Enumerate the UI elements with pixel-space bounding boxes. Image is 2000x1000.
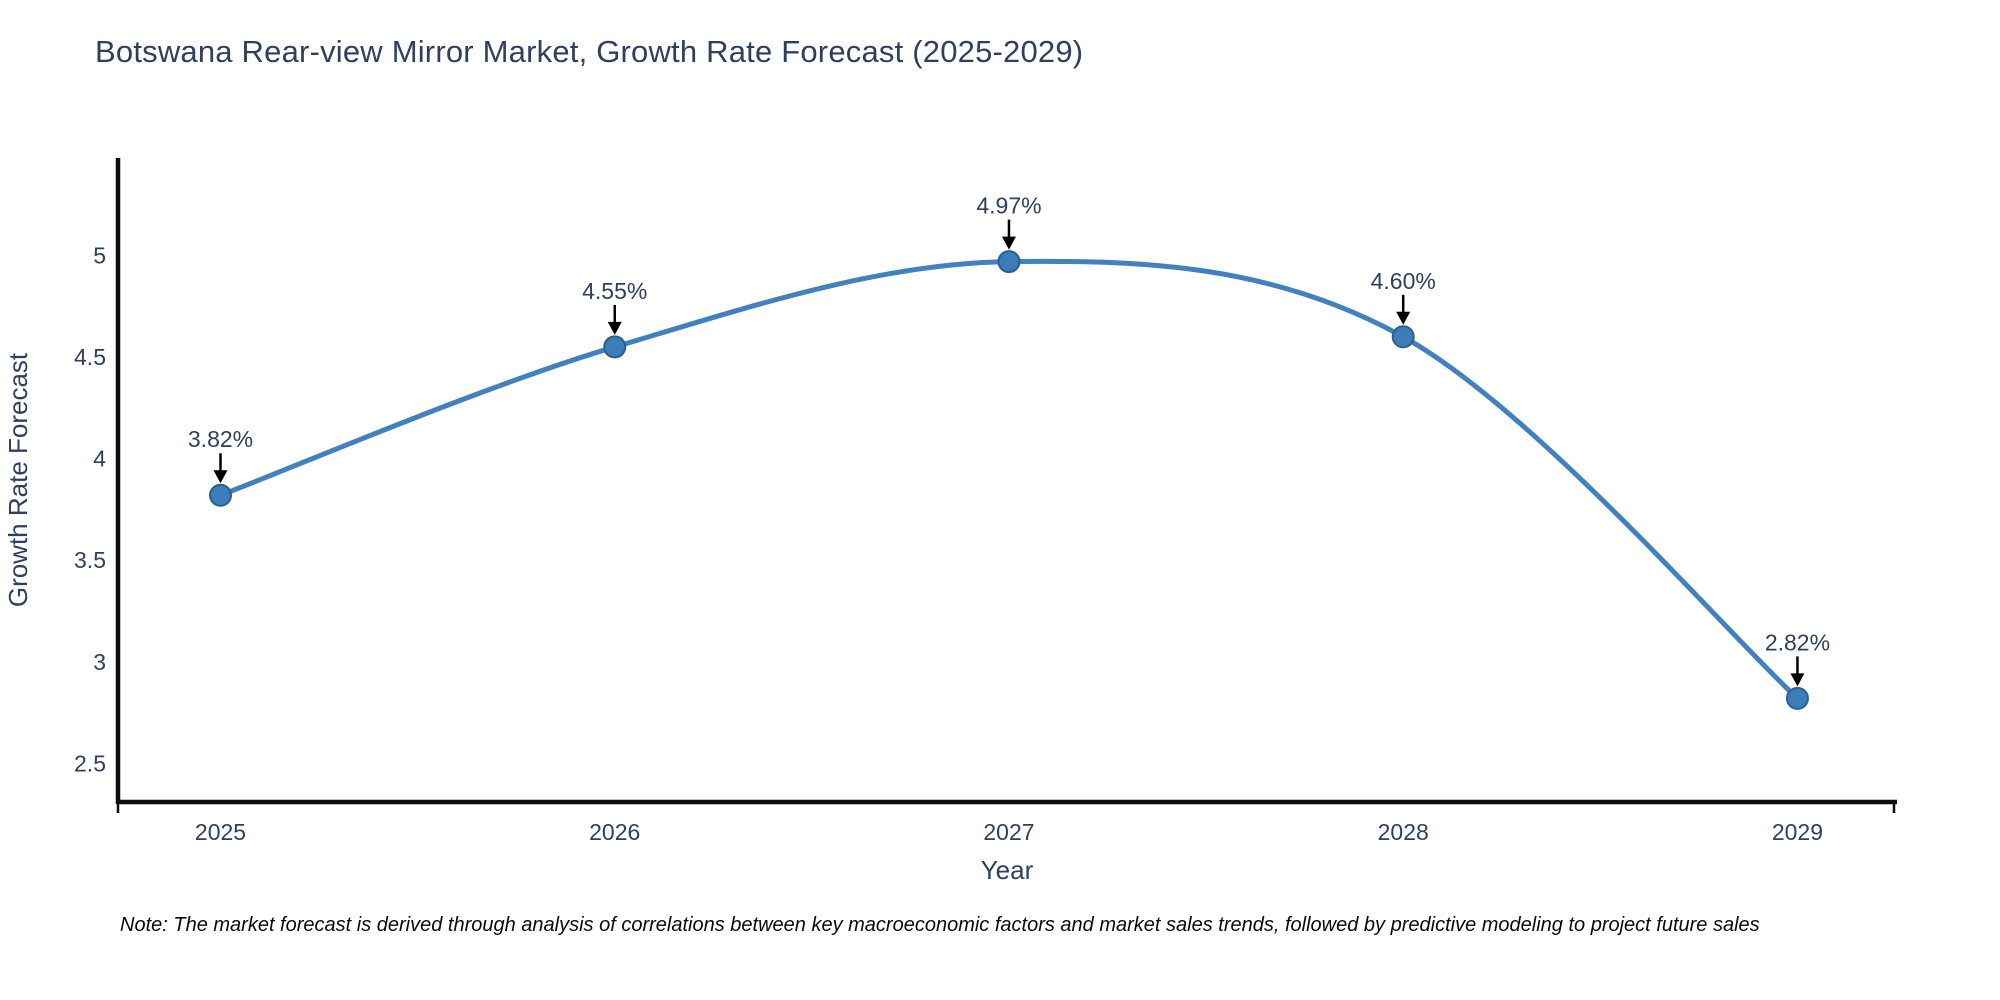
data-point-marker[interactable] bbox=[209, 483, 233, 507]
annotation-label: 4.97% bbox=[976, 193, 1041, 219]
y-tick-label: 2.5 bbox=[74, 750, 106, 776]
data-point-marker[interactable] bbox=[997, 250, 1021, 274]
annotation-label: 3.82% bbox=[188, 426, 253, 452]
annotation-arrowhead-icon bbox=[607, 321, 622, 335]
data-point-marker[interactable] bbox=[1785, 686, 1809, 710]
x-tick-label: 2027 bbox=[983, 819, 1034, 845]
data-point-marker[interactable] bbox=[1391, 325, 1415, 349]
y-tick-label: 4.5 bbox=[74, 344, 106, 370]
footnote: Note: The market forecast is derived thr… bbox=[120, 914, 1760, 936]
y-tick-label: 3.5 bbox=[74, 547, 106, 573]
x-axis-title: Year bbox=[981, 855, 1034, 885]
x-tick-label: 2028 bbox=[1378, 819, 1429, 845]
x-tick-label: 2029 bbox=[1772, 819, 1823, 845]
y-tick-label: 3 bbox=[93, 649, 106, 675]
annotation-label: 4.60% bbox=[1371, 268, 1436, 294]
annotation-arrowhead-icon bbox=[1790, 673, 1805, 687]
annotation-arrowhead-icon bbox=[1396, 311, 1411, 325]
trend-line bbox=[218, 258, 1800, 701]
chart-title: Botswana Rear-view Mirror Market, Growth… bbox=[95, 34, 1084, 69]
y-axis-title: Growth Rate Forecast bbox=[3, 352, 33, 607]
annotation-arrowhead-icon bbox=[1001, 236, 1016, 250]
y-tick-label: 5 bbox=[93, 243, 106, 269]
y-tick-label: 4 bbox=[93, 446, 106, 472]
annotation-label: 2.82% bbox=[1765, 629, 1830, 655]
annotation-label: 4.55% bbox=[582, 278, 647, 304]
x-tick-label: 2025 bbox=[195, 819, 246, 845]
x-tick-label: 2026 bbox=[589, 819, 640, 845]
annotation-arrowhead-icon bbox=[213, 470, 228, 484]
data-point-marker[interactable] bbox=[603, 335, 627, 359]
